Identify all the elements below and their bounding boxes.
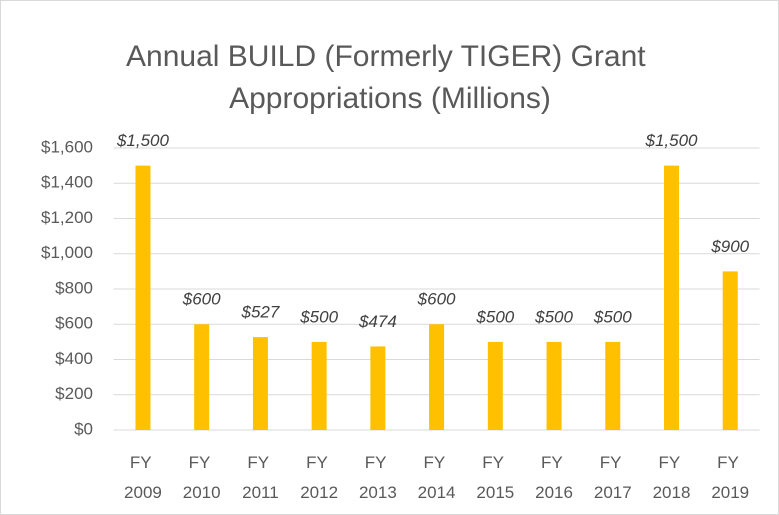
chart-title: Annual BUILD (Formerly TIGER) Grant Appr… — [126, 40, 654, 115]
data-label: $900 — [710, 237, 749, 256]
x-tick-label: FY 2009 — [124, 453, 162, 502]
x-tick-label: FY 2015 — [476, 453, 514, 502]
x-tick-label: FY 2018 — [653, 453, 691, 502]
y-tick-label: $800 — [55, 278, 93, 297]
x-tick-label: FY 2011 — [242, 453, 279, 502]
x-tick-label: FY 2010 — [183, 453, 221, 502]
x-tick-label: FY 2016 — [535, 453, 573, 502]
data-label: $1,500 — [645, 131, 699, 150]
y-tick-label: $1,200 — [41, 208, 93, 227]
bar — [370, 346, 386, 430]
y-tick-label: $600 — [55, 314, 93, 333]
x-tick-label: FY 2017 — [594, 453, 632, 502]
bar — [194, 324, 210, 430]
data-label: $600 — [182, 290, 221, 309]
bar — [605, 341, 621, 430]
bar — [311, 341, 327, 430]
bar — [664, 165, 680, 430]
x-tick-label: FY 2012 — [300, 453, 338, 502]
x-tick-label: FY 2013 — [359, 453, 397, 502]
bar — [546, 341, 562, 430]
data-label: $600 — [417, 290, 456, 309]
bar — [135, 165, 151, 430]
data-label: $1,500 — [116, 131, 170, 150]
y-tick-label: $1,000 — [41, 243, 93, 262]
y-tick-label: $1,400 — [41, 173, 93, 192]
data-label: $527 — [241, 303, 280, 322]
y-tick-label: $1,600 — [41, 137, 93, 156]
bar — [487, 341, 503, 430]
bar — [722, 271, 738, 430]
data-label: $474 — [358, 312, 397, 331]
y-tick-label: $200 — [55, 384, 93, 403]
y-tick-label: $0 — [74, 419, 93, 438]
data-label: $500 — [299, 307, 338, 326]
bar — [252, 337, 268, 430]
y-tick-label: $400 — [55, 349, 93, 368]
x-tick-label: FY 2014 — [418, 453, 456, 502]
x-tick-label: FY 2019 — [711, 453, 749, 502]
data-label: $500 — [534, 307, 573, 326]
data-label: $500 — [593, 307, 632, 326]
data-label: $500 — [475, 307, 514, 326]
bar — [429, 324, 445, 430]
